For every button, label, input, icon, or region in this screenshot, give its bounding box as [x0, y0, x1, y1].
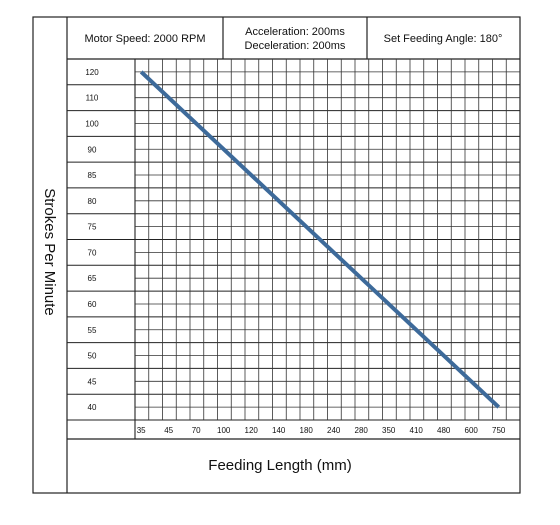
x-tick-labels: 35 45 70 100 120 140 180 240 280 350 410 480 600 750	[137, 426, 506, 435]
y-tick-label: 120	[85, 68, 99, 77]
x-tick-label: 120	[245, 426, 259, 435]
deceleration-label: Deceleration: 200ms	[245, 40, 346, 52]
y-tick-label: 90	[88, 145, 97, 154]
outer-frame	[32, 16, 521, 494]
y-tick-label: 100	[85, 119, 99, 128]
feeding-angle-label: Set Feeding Angle: 180°	[384, 33, 503, 45]
y-tick-label: 60	[88, 300, 97, 309]
x-tick-label: 750	[492, 426, 506, 435]
series-layer	[139, 70, 501, 409]
x-tick-label: 410	[410, 426, 424, 435]
y-tick-label: 40	[88, 403, 97, 412]
acceleration-label: Acceleration: 200ms	[245, 26, 345, 38]
x-tick-label: 45	[164, 426, 173, 435]
y-tick-label: 50	[88, 352, 97, 361]
y-tick-label: 55	[88, 326, 97, 335]
x-tick-label: 140	[272, 426, 286, 435]
motor-speed-label: Motor Speed: 2000 RPM	[84, 33, 205, 45]
y-tick-label: 65	[88, 274, 97, 283]
plot-grid	[67, 58, 520, 439]
x-tick-label: 100	[217, 426, 231, 435]
series-line	[139, 70, 501, 409]
y-tick-label: 80	[88, 197, 97, 206]
x-tick-label: 350	[382, 426, 396, 435]
x-tick-label: 240	[327, 426, 341, 435]
x-tick-label: 70	[192, 426, 201, 435]
y-tick-label: 75	[88, 223, 97, 232]
x-tick-label: 280	[355, 426, 369, 435]
y-tick-label: 45	[88, 377, 97, 386]
y-tick-labels: 120 110 100 90 85 80 75 70 65 60 55 50 45 40	[85, 68, 99, 412]
y-axis-label: Strokes Per Minute	[41, 188, 58, 316]
x-tick-label: 180	[300, 426, 314, 435]
y-tick-label: 85	[88, 171, 97, 180]
x-tick-label: 600	[465, 426, 479, 435]
x-tick-label: 480	[437, 426, 451, 435]
y-tick-label: 110	[86, 94, 99, 103]
x-axis-label: Feeding Length (mm)	[208, 457, 351, 474]
y-tick-label: 70	[88, 248, 97, 257]
x-tick-label: 35	[137, 426, 146, 435]
